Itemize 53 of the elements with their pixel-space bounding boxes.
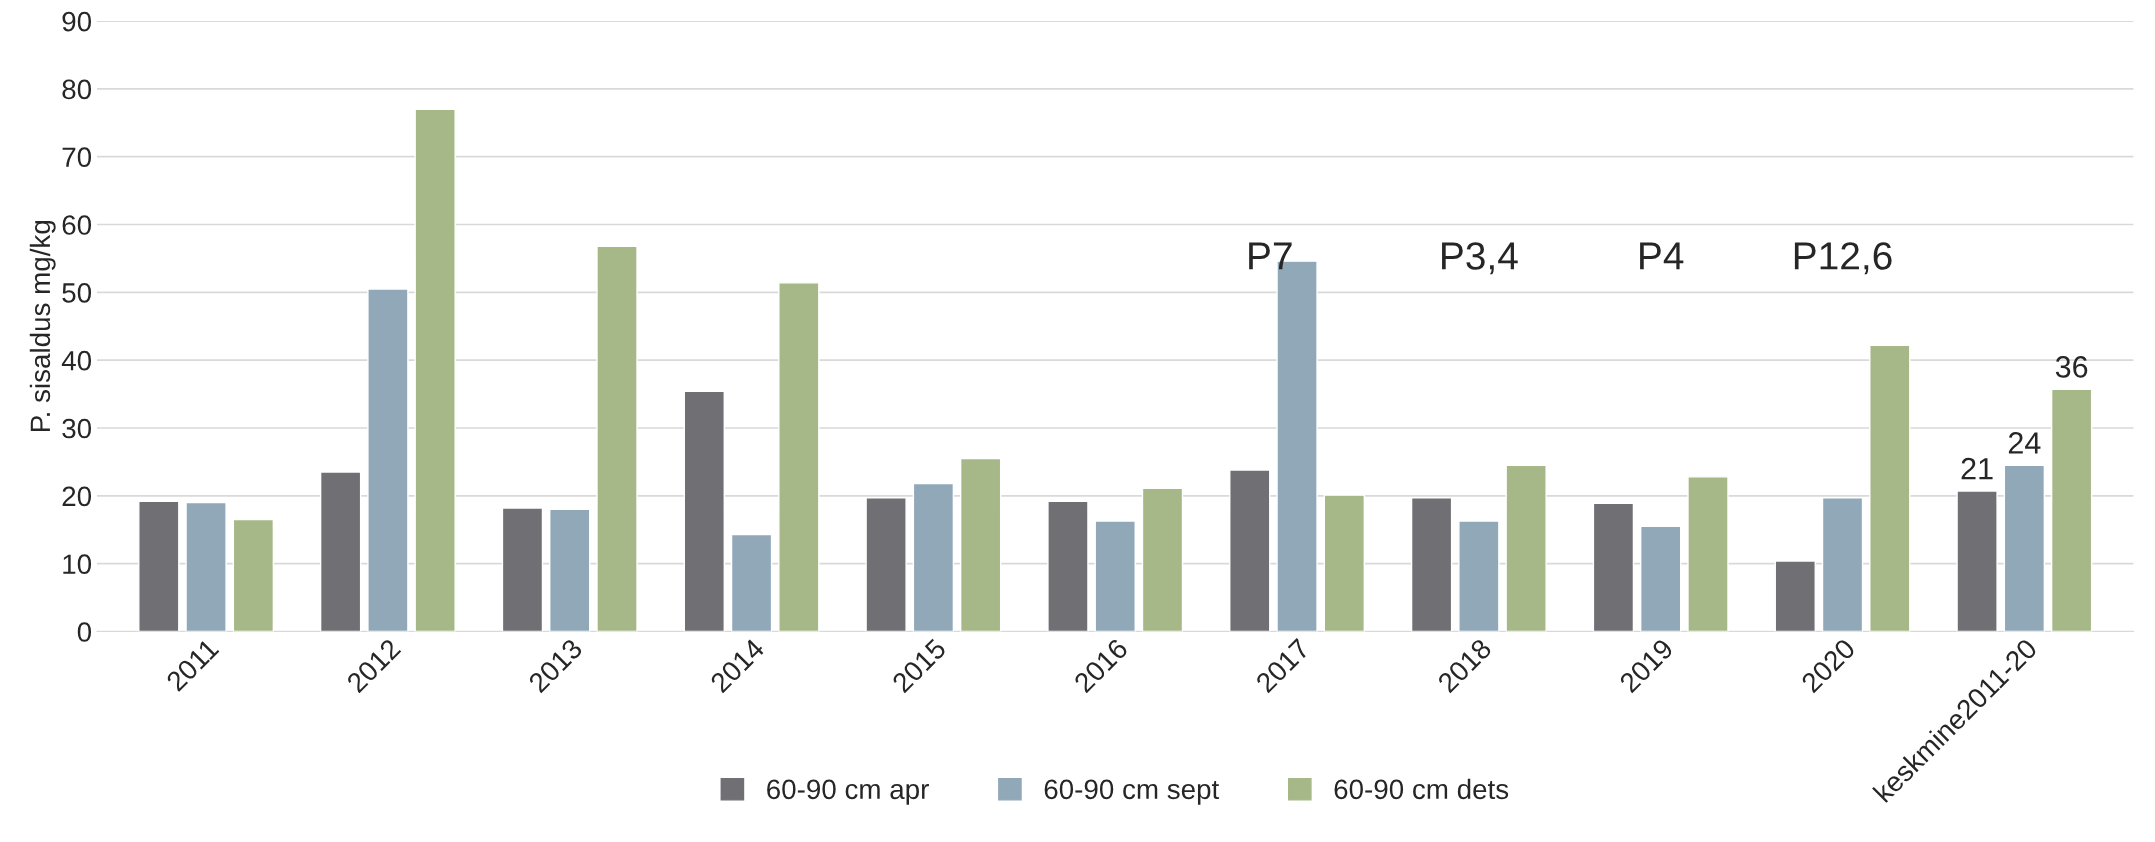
bar bbox=[1592, 502, 1635, 632]
bar bbox=[865, 497, 907, 632]
legend-label: 60-90 cm apr bbox=[767, 779, 929, 805]
bar bbox=[232, 518, 275, 632]
bar bbox=[1869, 344, 1911, 632]
y-tick-label: 90 bbox=[62, 11, 92, 32]
data-label: 21 bbox=[1961, 457, 1993, 480]
data-label: 36 bbox=[2055, 356, 2088, 378]
y-tick-label: 10 bbox=[63, 554, 92, 575]
bar bbox=[367, 288, 409, 632]
bar bbox=[1141, 487, 1184, 632]
bar bbox=[1047, 500, 1089, 632]
bar bbox=[1505, 464, 1547, 632]
bar bbox=[2003, 464, 2046, 632]
bar bbox=[959, 457, 1002, 632]
legend-label: 60-90 cm sept bbox=[1044, 779, 1220, 805]
bar bbox=[414, 108, 456, 632]
y-tick-label: 80 bbox=[62, 79, 92, 100]
y-tick-label: 30 bbox=[62, 418, 92, 439]
y-tick-label: 0 bbox=[77, 622, 92, 642]
bar bbox=[1458, 520, 1500, 632]
data-label: 24 bbox=[2008, 432, 2041, 454]
bar bbox=[730, 533, 773, 632]
bar bbox=[501, 507, 544, 632]
annotation: P7 bbox=[1249, 242, 1292, 270]
bar bbox=[185, 501, 227, 632]
bar bbox=[1774, 560, 1816, 632]
bar bbox=[912, 482, 955, 632]
bar bbox=[1323, 494, 1366, 632]
bar bbox=[1687, 476, 1729, 632]
bar bbox=[1229, 469, 1271, 632]
legend-label: 60-90 cm dets bbox=[1334, 778, 1509, 800]
bar bbox=[1956, 490, 1998, 632]
bar bbox=[778, 282, 820, 632]
y-tick-label: 60 bbox=[62, 215, 92, 235]
annotation: P4 bbox=[1640, 242, 1684, 270]
y-tick-label: 40 bbox=[61, 350, 92, 371]
bar bbox=[319, 471, 362, 632]
y-tick-label: 70 bbox=[62, 147, 92, 168]
bar bbox=[1640, 525, 1682, 632]
annotation: P12,6 bbox=[1794, 242, 1892, 275]
y-tick-label: 20 bbox=[62, 486, 92, 507]
bar bbox=[549, 508, 591, 632]
bar bbox=[138, 500, 180, 632]
bar bbox=[596, 245, 638, 632]
bar bbox=[2050, 388, 2093, 632]
y-axis-title: P. sisaldus mg/kg bbox=[29, 221, 56, 432]
bar bbox=[1410, 497, 1453, 632]
bar bbox=[1821, 497, 1864, 632]
bar bbox=[1094, 520, 1136, 632]
annotation: P3,4 bbox=[1442, 242, 1518, 275]
y-tick-label: 50 bbox=[62, 283, 92, 303]
bar bbox=[683, 390, 725, 632]
